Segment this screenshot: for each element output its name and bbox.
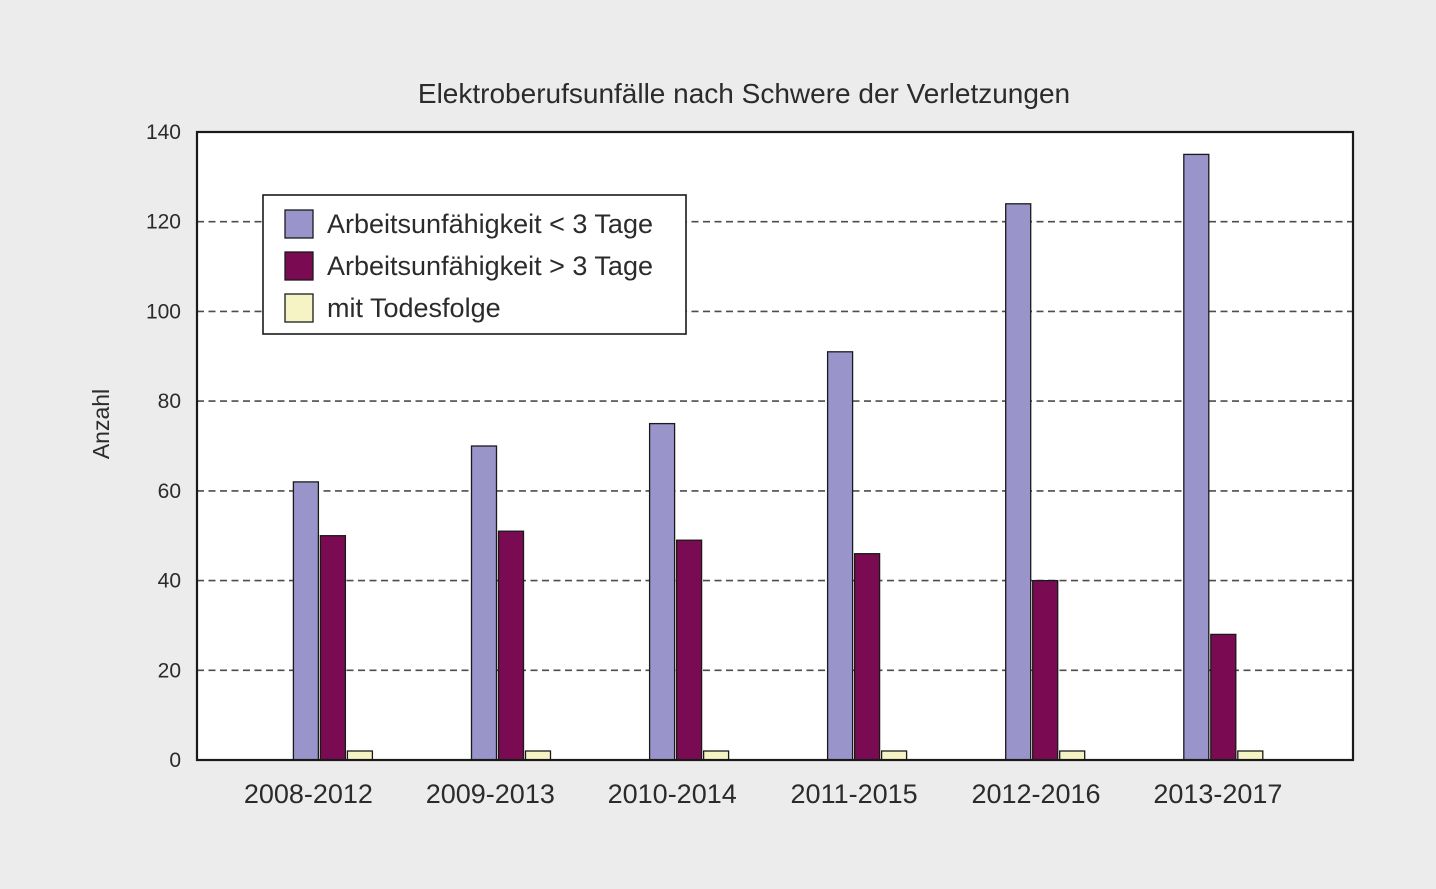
svg-text:60: 60: [158, 480, 181, 503]
svg-text:0: 0: [169, 749, 181, 772]
svg-text:100: 100: [146, 300, 181, 323]
svg-text:Arbeitsunfähigkeit > 3 Tage: Arbeitsunfähigkeit > 3 Tage: [327, 251, 653, 281]
svg-text:Anzahl: Anzahl: [88, 389, 114, 459]
svg-text:mit Todesfolge: mit Todesfolge: [327, 293, 501, 323]
svg-text:80: 80: [158, 390, 181, 413]
svg-text:2013-2017: 2013-2017: [1153, 779, 1282, 809]
svg-text:Arbeitsunfähigkeit < 3 Tage: Arbeitsunfähigkeit < 3 Tage: [327, 209, 653, 239]
svg-text:2008-2012: 2008-2012: [244, 779, 373, 809]
svg-text:2012-2016: 2012-2016: [971, 779, 1100, 809]
svg-text:40: 40: [158, 570, 181, 593]
svg-text:140: 140: [146, 121, 181, 144]
svg-text:2009-2013: 2009-2013: [426, 779, 555, 809]
svg-text:20: 20: [158, 659, 181, 682]
svg-text:2011-2015: 2011-2015: [791, 779, 918, 809]
svg-text:2010-2014: 2010-2014: [608, 779, 737, 809]
svg-text:120: 120: [146, 211, 181, 234]
